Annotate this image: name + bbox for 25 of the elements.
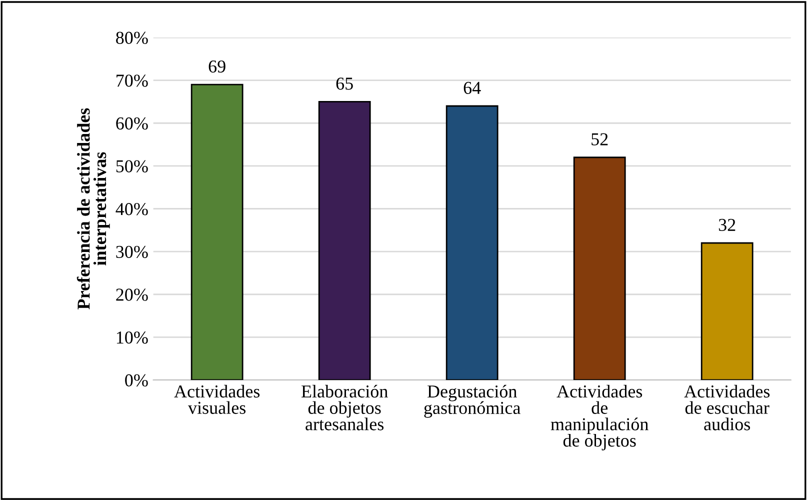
bar	[700, 242, 754, 380]
x-tick-label: Actividades visuales	[174, 384, 260, 414]
data-label: 65	[336, 78, 353, 90]
y-axis-title: Preferencia de actividades interpretativas	[76, 108, 110, 310]
bar	[446, 105, 498, 380]
x-tick-label: Elaboración de objetos artesanales	[301, 384, 388, 430]
y-tick-label: 50%	[116, 160, 148, 172]
y-tick-label: 20%	[116, 288, 148, 301]
y-tick-label: 40%	[116, 203, 148, 216]
data-label: 32	[718, 218, 736, 231]
bar	[573, 156, 626, 380]
y-tick-label: 60%	[116, 117, 148, 130]
data-label: 52	[592, 133, 608, 146]
x-tick-label: Actividades de escuchar audios	[684, 384, 770, 430]
x-tick-label: Actividades de manipulación de objetos	[550, 384, 648, 450]
y-tick-label: 70%	[116, 74, 148, 87]
y-tick-label: 0%	[125, 374, 148, 386]
y-tick-label: 10%	[116, 331, 148, 344]
data-label: 64	[464, 82, 481, 94]
bar	[318, 101, 371, 380]
y-tick-label: 30%	[116, 246, 148, 258]
x-tick-label: Degustación gastronómica	[424, 384, 520, 418]
bar	[190, 84, 244, 380]
data-label: 69	[208, 60, 226, 73]
y-tick-label: 80%	[116, 32, 148, 44]
